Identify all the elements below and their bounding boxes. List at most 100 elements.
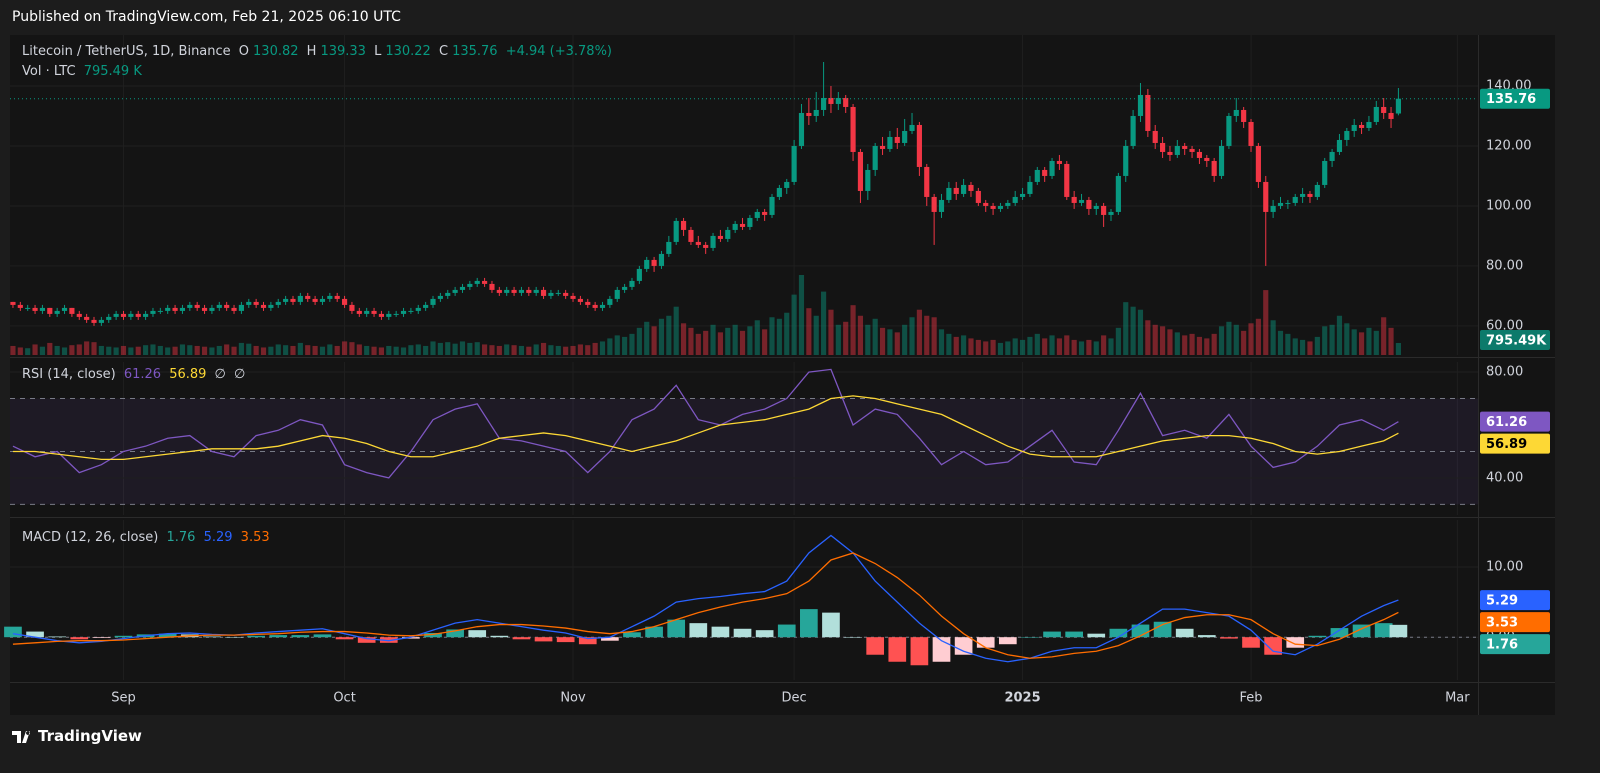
volume-bar xyxy=(305,345,311,355)
candle-body xyxy=(821,97,827,110)
candle-body xyxy=(150,310,156,314)
candle-body xyxy=(283,298,289,302)
volume-bar xyxy=(364,345,370,355)
candle-body xyxy=(319,298,326,302)
candle-body xyxy=(341,298,348,305)
volume-bar xyxy=(629,333,635,355)
histogram-bar xyxy=(777,624,796,638)
volume-bar xyxy=(1123,302,1129,355)
volume-bar xyxy=(253,345,259,355)
volume-bar xyxy=(157,345,163,355)
volume-bar xyxy=(1196,336,1203,355)
volume-bar xyxy=(968,338,974,355)
histogram-bar xyxy=(1220,637,1238,639)
x-tick-label: Nov xyxy=(560,691,586,706)
volume-bar xyxy=(452,343,458,355)
candle-body xyxy=(835,97,841,104)
histogram-bar xyxy=(822,612,840,638)
candle-body xyxy=(467,283,473,287)
histogram-bar xyxy=(1065,631,1083,638)
candle-body xyxy=(47,307,53,314)
volume-bar xyxy=(1167,329,1173,355)
volume-bar xyxy=(1255,318,1261,355)
last-value-badge-box xyxy=(1480,590,1550,611)
volume-bar xyxy=(725,327,731,355)
volume-bar xyxy=(850,305,856,355)
candle-body xyxy=(1078,199,1085,203)
candle-body xyxy=(916,124,922,167)
rsi-legend: RSI (14, close) 61.26 56.89 ∅ ∅ xyxy=(22,367,249,382)
volume-bar xyxy=(592,342,598,355)
candle-body xyxy=(887,136,893,149)
volume-bar xyxy=(1086,339,1092,355)
volume-bar xyxy=(128,347,134,355)
volume-bar xyxy=(1064,335,1070,355)
histogram-bar xyxy=(954,637,973,655)
candle-body xyxy=(1174,145,1180,155)
volume-bar xyxy=(371,346,377,355)
candle-body xyxy=(680,220,687,230)
macd-title: MACD (12, 26, close) xyxy=(22,530,159,545)
candle-body xyxy=(563,292,569,296)
candle-body xyxy=(1314,184,1320,197)
volume-bar xyxy=(246,343,252,355)
volume-bar xyxy=(784,312,790,355)
histogram-bar xyxy=(1264,637,1282,655)
volume-bar xyxy=(1322,326,1328,355)
y-tick-label: 100.00 xyxy=(1486,198,1532,213)
histogram-bar xyxy=(1197,635,1216,638)
volume-bar xyxy=(732,324,738,355)
volume-bar xyxy=(1285,333,1291,355)
candle-body xyxy=(990,205,996,209)
volume-bar xyxy=(909,317,915,355)
volume-bar xyxy=(312,345,318,355)
volume-bar xyxy=(319,346,326,355)
volume-bar xyxy=(1101,335,1107,355)
candle-body xyxy=(165,307,171,311)
candle-body xyxy=(997,205,1004,209)
volume-bar xyxy=(482,344,488,355)
histogram-bar xyxy=(888,637,907,662)
candle-body xyxy=(1233,109,1239,116)
candle-body xyxy=(533,289,539,293)
volume-bar xyxy=(865,324,871,355)
candle-body xyxy=(540,289,547,296)
candle-body xyxy=(437,295,443,299)
histogram-bar xyxy=(689,623,708,638)
histogram-bar xyxy=(26,631,44,638)
macd-line xyxy=(12,552,1399,659)
candle-body xyxy=(879,145,886,149)
volume-bar xyxy=(437,342,443,355)
candle-body xyxy=(1381,106,1387,113)
candle-body xyxy=(1373,106,1379,122)
candle-body xyxy=(179,307,186,311)
y-tick-label: 10.00 xyxy=(1486,560,1523,575)
candle-body xyxy=(76,313,82,317)
volume-bar xyxy=(1078,341,1085,355)
chart-background xyxy=(10,35,1555,715)
volume-bar xyxy=(791,294,797,355)
volume-bar xyxy=(224,344,230,355)
candle-body xyxy=(452,289,458,293)
volume-bar xyxy=(349,342,355,355)
histogram-bar xyxy=(667,619,686,638)
candle-body xyxy=(975,190,981,203)
candle-body xyxy=(1108,211,1114,215)
y-tick-label: 40.00 xyxy=(1486,470,1523,485)
candle-body xyxy=(776,187,782,197)
volume-badge-box xyxy=(1480,330,1550,350)
candle-body xyxy=(61,307,68,311)
histogram-bar xyxy=(1374,623,1393,638)
candle-body xyxy=(349,304,355,311)
volume-badge: 795.49K xyxy=(1486,334,1547,349)
candle-body xyxy=(953,187,959,194)
histogram-bar xyxy=(446,629,464,638)
change: +4.94 (+3.78%) xyxy=(505,44,613,59)
volume-bar xyxy=(209,347,215,355)
candle-body xyxy=(275,301,281,305)
candle-body xyxy=(710,235,716,248)
symbol-title: Litecoin / TetherUS, 1D, Binance xyxy=(22,44,231,59)
candle-body xyxy=(1344,130,1350,140)
volume-bar xyxy=(1344,323,1350,355)
candle-body xyxy=(717,235,723,239)
